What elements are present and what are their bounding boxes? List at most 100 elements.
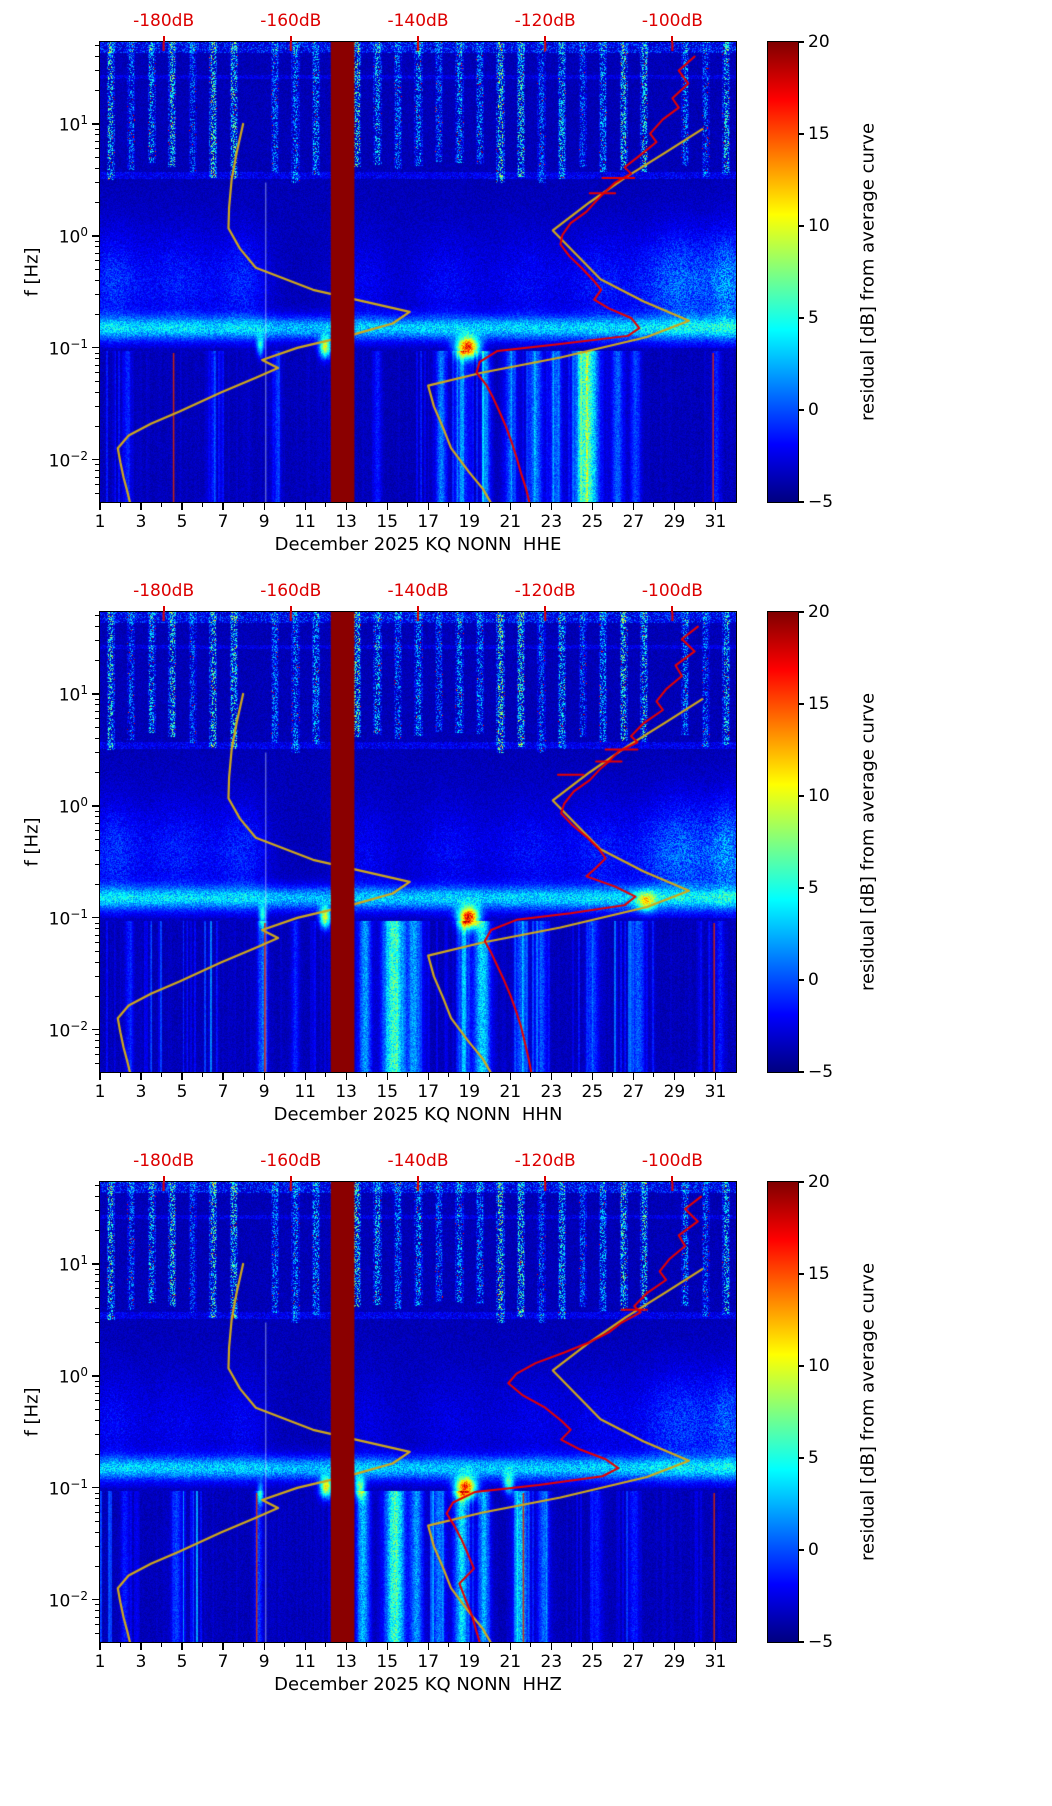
x-minor-tick: [325, 503, 327, 507]
y-minor-tick: [95, 718, 99, 720]
x-tick-label: 25: [581, 512, 604, 532]
x-minor-tick: [571, 1643, 573, 1647]
x-minor-tick: [571, 503, 573, 507]
top-db-label: -180dB: [133, 1151, 195, 1171]
colorbar-tick: [799, 1273, 804, 1275]
x-tick-label: 21: [499, 1652, 522, 1672]
y-minor-tick: [95, 1419, 99, 1421]
top-db-tick: [671, 606, 674, 612]
y-minor-tick: [95, 961, 99, 963]
x-minor-tick: [284, 1073, 286, 1077]
y-minor-tick: [95, 1433, 99, 1435]
colorbar-tick-label: 5: [808, 1448, 819, 1468]
top-db-label: -160dB: [260, 1151, 322, 1171]
colorbar-hhe: [768, 42, 798, 502]
y-major-tick: [92, 1029, 99, 1031]
x-minor-tick: [120, 1643, 122, 1647]
x-minor-tick: [243, 503, 245, 507]
y-minor-tick: [95, 1046, 99, 1048]
x-tick-label: 3: [135, 512, 147, 532]
y-major-tick: [92, 459, 99, 461]
y-minor-tick: [95, 1610, 99, 1612]
x-major-tick: [550, 1643, 552, 1650]
x-minor-tick: [202, 1643, 204, 1647]
x-tick-label: 9: [258, 1652, 270, 1672]
x-tick-label: 7: [217, 1652, 229, 1672]
x-major-tick: [140, 503, 142, 510]
x-tick-label: 27: [622, 512, 645, 532]
y-minor-tick: [95, 849, 99, 851]
top-db-tick: [289, 606, 292, 612]
x-minor-tick: [202, 503, 204, 507]
top-db-label: -140dB: [387, 11, 449, 31]
y-minor-tick: [95, 1392, 99, 1394]
y-axis-label: f [Hz]: [21, 1387, 43, 1437]
y-tick-label: 100: [44, 1365, 88, 1388]
x-tick-label: 31: [704, 1082, 727, 1102]
x-major-tick: [181, 1643, 183, 1650]
spectrogram-hhz: [100, 1182, 736, 1642]
y-minor-tick: [95, 626, 99, 628]
x-tick-label: 13: [335, 512, 358, 532]
y-minor-tick: [95, 1531, 99, 1533]
top-db-tick: [544, 36, 547, 42]
y-minor-tick: [95, 1616, 99, 1618]
x-major-tick: [468, 1073, 470, 1080]
spectrogram-hhn: [100, 612, 736, 1072]
y-minor-tick: [95, 484, 99, 486]
x-major-tick: [591, 503, 593, 510]
x-major-tick: [509, 503, 511, 510]
x-tick-label: 17: [417, 1082, 440, 1102]
y-tick-mantissa: 10: [48, 1591, 71, 1612]
y-minor-tick: [95, 1624, 99, 1626]
y-minor-tick: [95, 168, 99, 170]
x-tick-label: 27: [622, 1652, 645, 1672]
y-minor-tick: [95, 752, 99, 754]
y-minor-tick: [95, 260, 99, 262]
y-minor-tick: [95, 148, 99, 150]
spectrogram-hhe: [100, 42, 736, 502]
x-axis-label: December 2025 KQ NONN HHE: [274, 534, 562, 555]
x-minor-tick: [325, 1643, 327, 1647]
y-minor-tick: [95, 56, 99, 58]
y-minor-tick: [95, 704, 99, 706]
x-minor-tick: [366, 1073, 368, 1077]
y-minor-tick: [95, 391, 99, 393]
colorbar-tick-label: 0: [808, 400, 819, 420]
y-minor-tick: [95, 822, 99, 824]
x-major-tick: [591, 1643, 593, 1650]
x-minor-tick: [653, 1073, 655, 1077]
y-tick-label: 100: [44, 795, 88, 818]
x-minor-tick: [489, 1643, 491, 1647]
y-minor-tick: [95, 1040, 99, 1042]
y-tick-label: 10−1: [44, 337, 88, 360]
y-minor-tick: [95, 1034, 99, 1036]
y-tick-exponent: 1: [80, 112, 88, 127]
y-minor-tick: [95, 1196, 99, 1198]
x-minor-tick: [243, 1643, 245, 1647]
top-db-tick: [417, 1176, 419, 1182]
y-minor-tick: [95, 372, 99, 374]
top-db-tick: [289, 36, 292, 42]
x-major-tick: [99, 1643, 101, 1650]
x-tick-label: 15: [376, 1082, 399, 1102]
colorbar-tick: [799, 409, 804, 411]
x-minor-tick: [202, 1073, 204, 1077]
x-tick-label: 17: [417, 1652, 440, 1672]
y-minor-tick: [95, 1054, 99, 1056]
x-minor-tick: [407, 503, 409, 507]
y-minor-tick: [95, 352, 99, 354]
x-major-tick: [222, 1643, 224, 1650]
top-db-label: -160dB: [260, 581, 322, 601]
colorbar-tick: [799, 501, 804, 503]
colorbar-label: residual [dB] from average curve: [857, 692, 879, 992]
x-major-tick: [304, 1643, 306, 1650]
y-tick-label: 10−2: [44, 449, 88, 472]
x-minor-tick: [120, 1073, 122, 1077]
colorbar-tick-label: 15: [808, 1264, 830, 1284]
x-tick-label: 31: [704, 512, 727, 532]
x-tick-label: 1: [94, 1652, 106, 1672]
y-minor-tick: [95, 1453, 99, 1455]
x-tick-label: 5: [176, 1082, 188, 1102]
